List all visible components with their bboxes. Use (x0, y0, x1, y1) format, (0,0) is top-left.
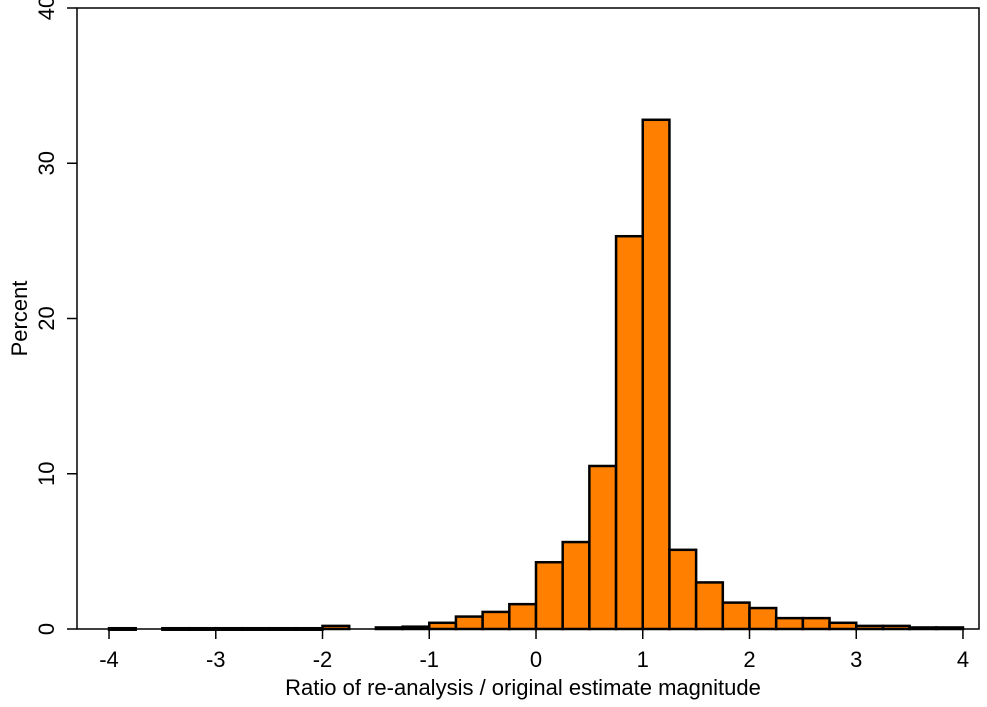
histogram-bar (828, 621, 858, 631)
histogram-bar (428, 621, 458, 631)
histogram-bar (561, 540, 591, 631)
histogram-bar (508, 602, 538, 631)
x-tick-label: -1 (419, 647, 439, 672)
histogram-bar (748, 606, 778, 631)
histogram-bar (721, 601, 751, 631)
x-tick-label: 1 (637, 647, 649, 672)
histogram-bar (588, 464, 618, 631)
x-axis: -4 -3 -2 -1 0 1 2 3 4 (99, 629, 969, 672)
y-tick-label: 40 (34, 0, 59, 20)
histogram-bar (801, 616, 831, 631)
histogram-bar (481, 610, 511, 631)
x-tick-label: 4 (957, 647, 969, 672)
y-axis: 0 10 20 30 40 (34, 0, 77, 635)
x-axis-title: Ratio of re-analysis / original estimate… (285, 675, 761, 700)
x-tick-label: 3 (850, 647, 862, 672)
y-tick-label: 10 (34, 462, 59, 486)
histogram-bar (694, 581, 725, 631)
bars-layer (107, 118, 965, 631)
histogram-bar (614, 234, 645, 631)
histogram-bar (534, 560, 564, 631)
x-tick-label: -4 (99, 647, 119, 672)
histogram-bar (774, 616, 805, 631)
x-tick-label: -2 (313, 647, 333, 672)
histogram-bar (454, 615, 484, 631)
y-axis-title: Percent (7, 281, 32, 357)
histogram-bar (641, 118, 671, 631)
y-tick-label: 20 (34, 306, 59, 330)
histogram-bar (668, 548, 698, 631)
x-tick-label: 2 (743, 647, 755, 672)
y-tick-label: 0 (34, 623, 59, 635)
x-tick-label: -3 (206, 647, 226, 672)
plot-frame (76, 7, 980, 630)
y-tick-label: 30 (34, 151, 59, 175)
x-tick-label: 0 (530, 647, 542, 672)
